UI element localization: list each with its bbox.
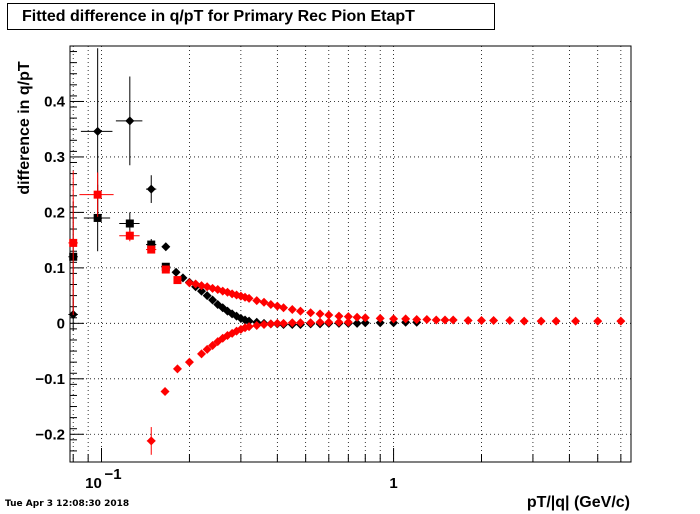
data-point xyxy=(593,316,603,326)
data-point xyxy=(147,240,156,249)
y-tick-label: 0 xyxy=(57,315,65,332)
data-point xyxy=(197,286,207,296)
data-point xyxy=(315,317,325,327)
data-point xyxy=(422,314,432,324)
data-point xyxy=(375,313,385,323)
data-point xyxy=(259,297,269,307)
data-point xyxy=(208,295,218,305)
data-point xyxy=(125,116,135,126)
x-tick-label: 10 xyxy=(85,475,102,492)
data-series xyxy=(68,170,182,316)
data-point xyxy=(352,318,362,328)
x-tick-exponent: −1 xyxy=(105,466,122,483)
data-point xyxy=(448,315,458,325)
y-tick-label: 0.4 xyxy=(44,93,66,110)
data-series xyxy=(146,278,626,455)
data-point xyxy=(536,316,546,326)
data-point xyxy=(161,265,170,274)
data-point xyxy=(295,318,305,328)
data-point xyxy=(571,316,581,326)
y-tick-label: 0.2 xyxy=(44,204,65,221)
data-point xyxy=(147,245,156,254)
y-tick-label: 0.3 xyxy=(44,149,65,166)
data-point xyxy=(93,190,102,199)
data-point xyxy=(161,242,171,252)
data-point xyxy=(252,296,262,306)
y-tick-label: −0.1 xyxy=(35,371,65,388)
data-point xyxy=(315,309,325,319)
data-point xyxy=(184,357,194,367)
data-point xyxy=(146,184,156,194)
data-point xyxy=(160,387,170,397)
data-marks xyxy=(68,48,626,455)
data-point xyxy=(244,316,254,326)
data-point xyxy=(244,293,254,303)
data-point xyxy=(279,303,289,313)
data-point xyxy=(93,213,102,222)
axes xyxy=(69,45,632,463)
data-point xyxy=(125,219,134,228)
data-point xyxy=(431,315,441,325)
data-point xyxy=(360,313,370,323)
data-point xyxy=(259,319,269,329)
plot-frame xyxy=(69,45,632,463)
data-point xyxy=(287,304,297,314)
data-point xyxy=(295,306,305,316)
data-point xyxy=(252,321,262,331)
data-point xyxy=(244,322,254,332)
data-point xyxy=(202,344,212,354)
data-point xyxy=(266,299,276,309)
data-point xyxy=(272,318,282,328)
data-point xyxy=(172,364,182,374)
data-point xyxy=(69,238,78,247)
data-point xyxy=(324,310,334,320)
data-point xyxy=(343,317,353,327)
grid-lines xyxy=(70,46,631,462)
data-point xyxy=(287,318,297,328)
data-point xyxy=(389,314,399,324)
y-tick-label: −0.2 xyxy=(35,426,65,443)
data-point xyxy=(171,267,181,277)
data-point xyxy=(476,316,486,326)
data-point xyxy=(334,311,344,321)
data-point xyxy=(146,436,156,446)
chart-title: Fitted difference in q/pT for Primary Re… xyxy=(7,3,495,30)
data-point xyxy=(202,291,212,301)
data-point xyxy=(324,317,334,327)
data-point xyxy=(279,318,289,328)
data-point xyxy=(519,316,529,326)
axis-ticks: −0.2 −0.1 0 0.1 0.2 0.3 0.4 10−1 1 xyxy=(35,51,622,492)
data-point xyxy=(463,316,473,326)
timestamp: Tue Apr 3 12:08:30 2018 xyxy=(5,499,130,509)
data-point xyxy=(360,318,370,328)
x-axis-label: pT/|q| (GeV/c) xyxy=(526,494,630,511)
data-point xyxy=(125,231,134,240)
data-point xyxy=(505,316,515,326)
data-point xyxy=(272,301,282,311)
data-point xyxy=(551,316,561,326)
data-point xyxy=(266,319,276,329)
data-point xyxy=(440,315,450,325)
data-point xyxy=(93,126,103,136)
data-point xyxy=(343,312,353,322)
data-point xyxy=(401,314,411,324)
data-point xyxy=(616,316,626,326)
data-point xyxy=(197,349,207,359)
data-point xyxy=(306,308,316,318)
data-point xyxy=(208,341,218,351)
y-tick-label: 0.1 xyxy=(44,260,65,277)
data-point xyxy=(334,317,344,327)
x-tick-label: 1 xyxy=(389,475,397,492)
data-point xyxy=(489,316,499,326)
data-series xyxy=(68,48,422,332)
data-point xyxy=(306,318,316,328)
data-point xyxy=(412,314,422,324)
data-point xyxy=(352,312,362,322)
data-point xyxy=(184,278,194,288)
data-point xyxy=(173,276,182,285)
data-point xyxy=(197,281,207,291)
